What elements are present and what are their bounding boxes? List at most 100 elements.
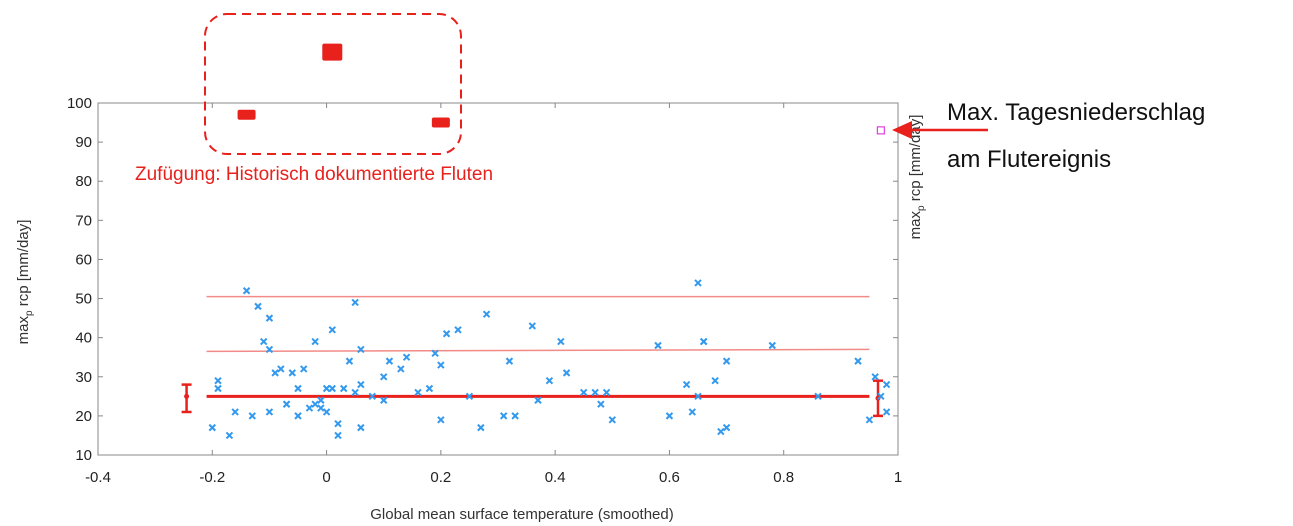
error-bar: [181, 383, 192, 414]
data-point: [717, 427, 725, 436]
data-point: [414, 388, 422, 397]
flood-event-point: [876, 126, 885, 135]
data-point: [557, 337, 565, 346]
data-point: [500, 412, 508, 420]
y-tick-label: 20: [75, 408, 92, 425]
historic-floods-box: [204, 13, 462, 155]
data-point: [317, 404, 325, 412]
data-point: [545, 376, 554, 385]
data-point: [437, 361, 445, 369]
data-point: [322, 408, 331, 416]
data-point: [437, 416, 445, 424]
data-point: [711, 376, 719, 385]
data-point: [700, 337, 708, 346]
plot-frame: [97, 102, 899, 456]
flood-arrow-head: [892, 121, 912, 139]
y-tick-label: 80: [75, 173, 92, 190]
data-point: [871, 373, 879, 381]
historic-flood-mark: [322, 43, 343, 61]
data-point: [882, 380, 891, 389]
data-point: [351, 388, 359, 397]
data-point: [688, 408, 696, 416]
data-point: [694, 392, 702, 401]
data-point: [482, 310, 491, 318]
y-tick-label: 30: [75, 369, 92, 386]
data-point: [254, 302, 262, 311]
x-tick-label: -0.4: [85, 469, 111, 486]
data-point: [442, 330, 451, 338]
y-tick-label: 70: [75, 212, 92, 229]
plot-area: -0.4 -0.2 0 0.2 0.4 0.6 0.8 1 10 20 30 40 50 60 70 80 9…: [67, 95, 902, 486]
data-point: [345, 357, 354, 365]
data-point: [305, 404, 314, 412]
data-point: [528, 322, 536, 330]
data-point: [882, 408, 891, 416]
y-axis: 10 20 30 40 50 60 70 80 90 100: [67, 95, 898, 464]
data-point: [214, 376, 222, 385]
data-point: [311, 400, 319, 408]
y-tick-label: 10: [75, 447, 92, 464]
data-point: [214, 384, 222, 393]
x-tick-label: 0.8: [773, 469, 794, 486]
data-point: [357, 345, 365, 354]
flood-label-line2: am Flutereignis: [947, 146, 1111, 173]
data-point: [225, 431, 234, 440]
x-tick-label: 0: [322, 469, 330, 486]
flood-label-line1: Max. Tagesniederschlag: [947, 99, 1205, 126]
data-point: [665, 412, 674, 420]
data-point: [454, 326, 462, 334]
historic-floods-label: Zufügung: Historisch dokumentierte Flute…: [135, 164, 493, 185]
data-point: [768, 341, 776, 350]
data-point: [402, 353, 411, 361]
data-point: [722, 357, 731, 365]
data-point: [294, 384, 302, 393]
fit-lines: [206, 295, 870, 398]
data-point: [368, 392, 376, 401]
x-tick-label: 0.2: [430, 469, 451, 486]
error-bar-center: [184, 393, 190, 399]
data-point: [311, 337, 319, 346]
x-tick-label: 0.6: [659, 469, 680, 486]
data-point: [431, 349, 439, 358]
y-tick-label: 100: [67, 95, 92, 112]
data-point: [288, 369, 296, 377]
data-point: [602, 388, 611, 397]
data-point: [231, 408, 239, 416]
data-point: [351, 298, 359, 307]
historic-flood-marks: [237, 43, 450, 128]
scatter-points: [208, 279, 891, 440]
data-point: [534, 396, 542, 404]
fit-line-upper-1: [206, 348, 870, 353]
data-point: [722, 423, 731, 432]
data-point: [265, 314, 274, 322]
data-point: [425, 384, 434, 393]
data-point: [380, 373, 388, 381]
data-point: [317, 396, 325, 404]
data-point: [328, 384, 336, 393]
data-point: [248, 412, 256, 420]
x-axis-label: Global mean surface temperature (smoothe…: [370, 506, 673, 523]
data-point: [265, 345, 274, 354]
data-point: [511, 412, 519, 420]
x-tick-label: 0.4: [545, 469, 566, 486]
historic-flood-mark: [237, 109, 256, 120]
data-point: [814, 392, 822, 401]
data-point: [322, 384, 331, 393]
data-point: [265, 408, 274, 416]
data-point: [328, 326, 336, 334]
data-point: [477, 423, 485, 432]
x-axis: -0.4 -0.2 0 0.2 0.4 0.6 0.8 1: [85, 103, 902, 486]
data-point: [334, 431, 342, 440]
y-tick-label: 60: [75, 251, 92, 268]
x-tick-label: 1: [894, 469, 902, 486]
data-point: [465, 392, 474, 401]
flood-point: [876, 126, 885, 135]
data-point: [562, 369, 571, 377]
data-point: [854, 357, 862, 365]
subscript-p: p: [24, 310, 35, 316]
historic-floods-outline: [204, 13, 462, 155]
data-point: [682, 380, 691, 389]
data-point: [580, 388, 588, 397]
data-point: [277, 365, 285, 373]
